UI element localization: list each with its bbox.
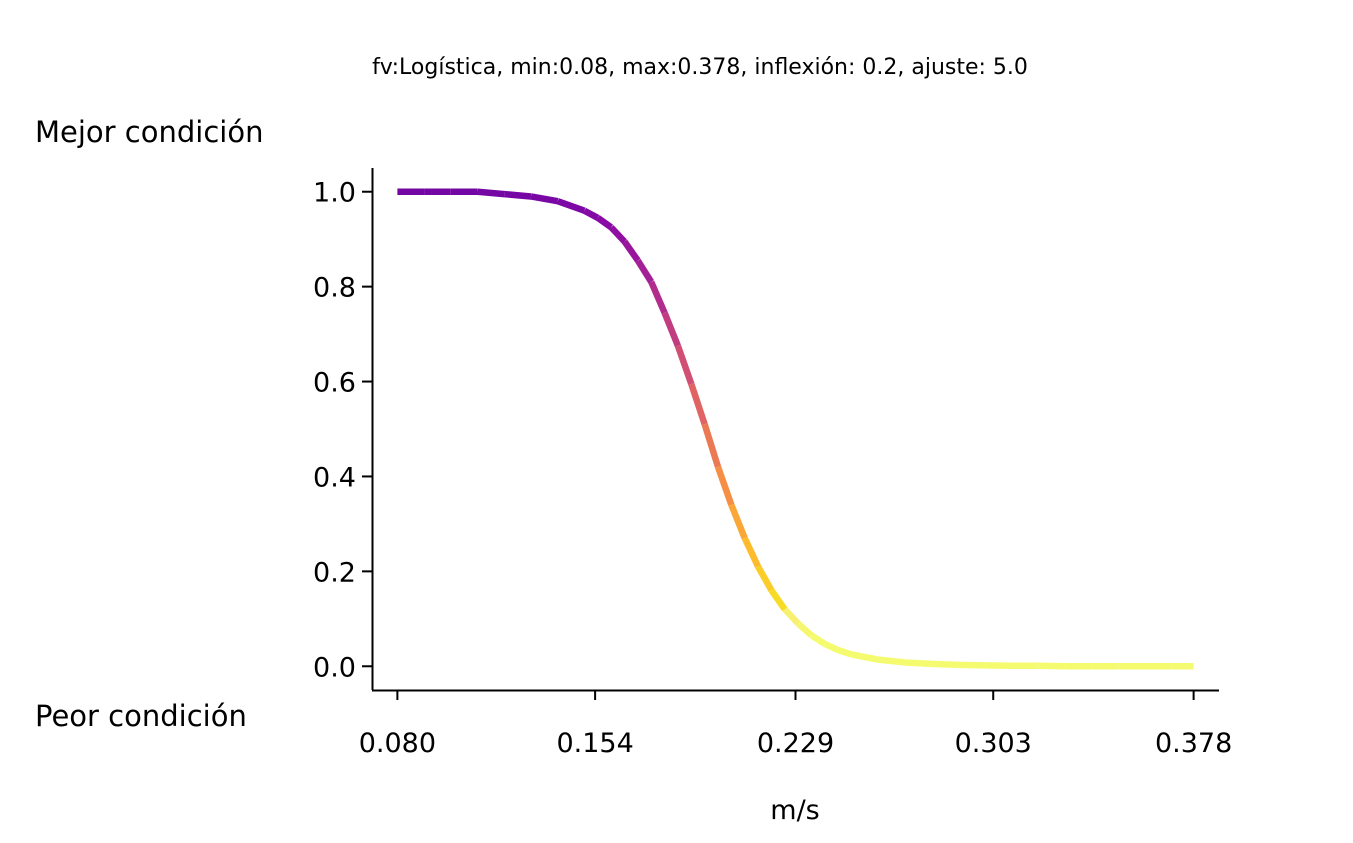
curve-segment — [530, 193, 559, 205]
x-tick-label: 0.154 — [556, 728, 633, 759]
curve-segment — [837, 647, 853, 658]
curve-segment — [582, 207, 600, 221]
y-tick-label: 0.0 — [313, 652, 356, 683]
curve-segment — [728, 503, 748, 540]
y-tick-label: 1.0 — [313, 178, 356, 209]
curve-segment — [477, 188, 505, 198]
bottom-condition-label: Peor condición — [35, 699, 247, 733]
curve-segment — [809, 632, 827, 647]
x-axis-label: m/s — [770, 795, 819, 826]
x-tick-label: 0.378 — [1155, 728, 1232, 759]
curve-segment — [556, 198, 586, 214]
y-tick-label: 0.2 — [313, 557, 356, 588]
curve-segment — [595, 215, 614, 230]
curve-segment — [931, 660, 959, 669]
curve-segment — [755, 565, 775, 592]
y-ticks: 0.0 0.2 0.4 0.6 0.8 1.0 — [313, 178, 372, 683]
curve-segment — [850, 651, 879, 663]
curve-segment — [714, 465, 735, 507]
curve-segment — [741, 536, 762, 568]
chart-title: fv:Logística, min:0.08, max:0.378, infle… — [372, 55, 1028, 80]
curve-segment — [701, 423, 722, 468]
y-tick-label: 0.6 — [313, 368, 356, 399]
x-tick-label: 0.080 — [359, 728, 436, 759]
curve-segment — [823, 641, 840, 654]
curve-segment — [877, 656, 906, 666]
x-tick-label: 0.303 — [955, 728, 1032, 759]
curve-segment — [661, 311, 681, 348]
curve-segment — [796, 621, 814, 638]
x-tick-label: 0.229 — [757, 728, 834, 759]
curve-segment — [503, 190, 532, 200]
curve-segment — [621, 239, 641, 263]
curve-segment — [674, 344, 695, 385]
curve-segment — [768, 588, 788, 612]
curve-segment — [904, 659, 932, 668]
y-tick-label: 0.4 — [313, 462, 356, 493]
curve-series — [397, 188, 1194, 670]
curve-segment — [688, 382, 708, 426]
curve-segment — [648, 280, 668, 315]
top-condition-label: Mejor condición — [35, 115, 263, 149]
curve-segment — [635, 258, 654, 284]
x-ticks: 0.080 0.154 0.229 0.303 0.378 — [359, 690, 1232, 759]
y-tick-label: 0.8 — [313, 273, 356, 304]
curve-segment — [608, 225, 627, 244]
curve-segment — [782, 607, 801, 626]
